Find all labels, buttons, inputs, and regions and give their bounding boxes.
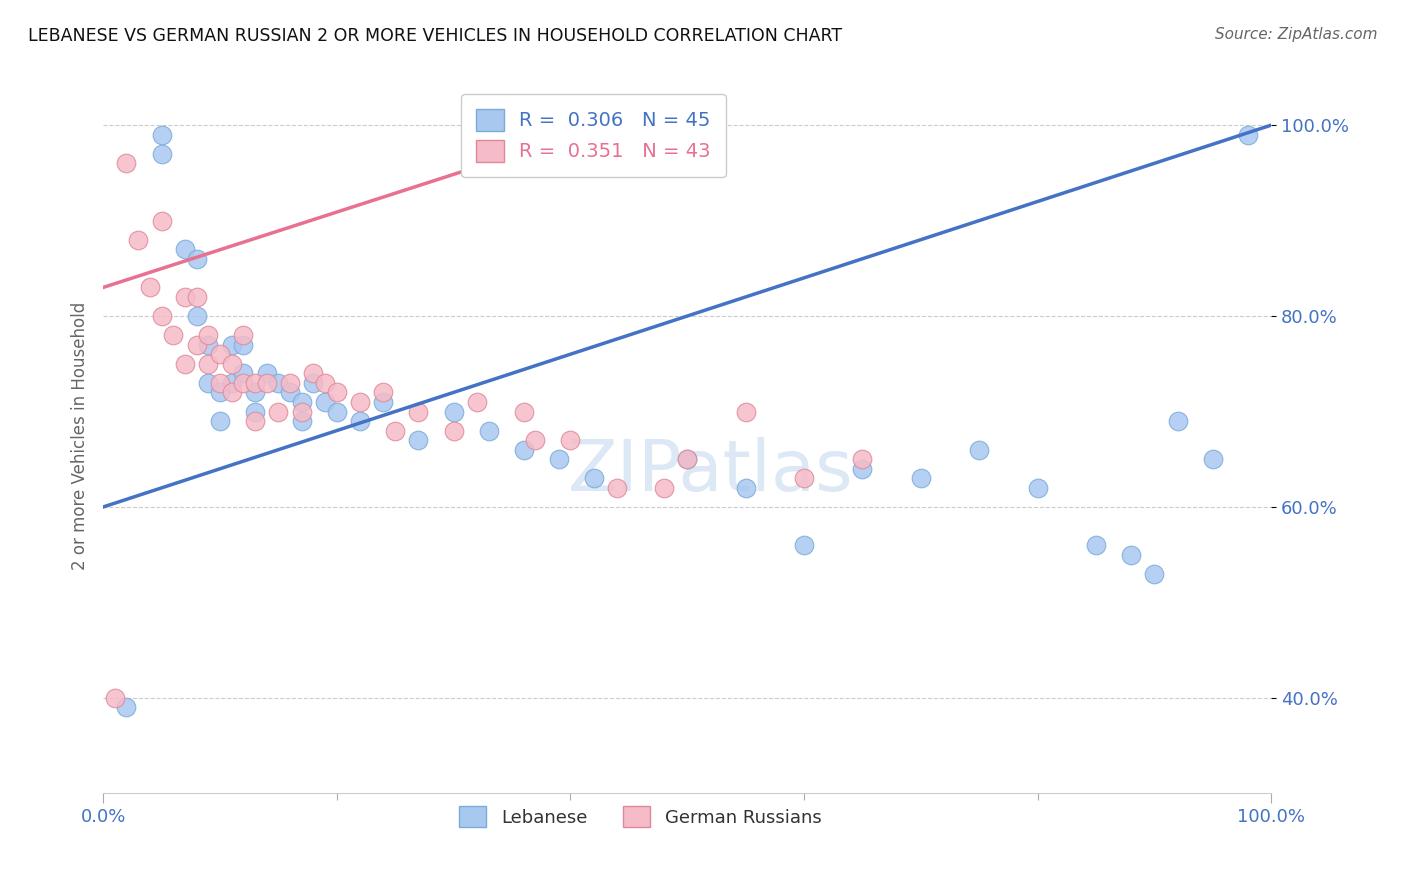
Point — [1202, 452, 1225, 467]
Point — [278, 385, 301, 400]
Point — [197, 376, 219, 390]
Point — [734, 404, 756, 418]
Point — [547, 452, 569, 467]
Text: ZIPatlas: ZIPatlas — [568, 437, 853, 506]
Point — [127, 233, 149, 247]
Point — [582, 471, 605, 485]
Point — [208, 376, 231, 390]
Point — [208, 347, 231, 361]
Point — [186, 290, 208, 304]
Point — [150, 128, 173, 142]
Point — [243, 376, 266, 390]
Point — [793, 471, 815, 485]
Point — [1119, 548, 1142, 562]
Point — [243, 404, 266, 418]
Point — [186, 309, 208, 323]
Point — [221, 376, 243, 390]
Point — [606, 481, 628, 495]
Text: LEBANESE VS GERMAN RUSSIAN 2 OR MORE VEHICLES IN HOUSEHOLD CORRELATION CHART: LEBANESE VS GERMAN RUSSIAN 2 OR MORE VEH… — [28, 27, 842, 45]
Point — [173, 242, 195, 256]
Point — [652, 481, 675, 495]
Point — [373, 395, 395, 409]
Point — [221, 337, 243, 351]
Point — [443, 424, 465, 438]
Point — [256, 376, 278, 390]
Point — [302, 367, 325, 381]
Point — [325, 404, 347, 418]
Point — [186, 337, 208, 351]
Point — [208, 385, 231, 400]
Point — [408, 433, 430, 447]
Point — [115, 156, 138, 170]
Point — [465, 395, 488, 409]
Point — [162, 328, 184, 343]
Point — [267, 376, 290, 390]
Point — [676, 452, 699, 467]
Point — [1167, 414, 1189, 428]
Point — [150, 146, 173, 161]
Point — [291, 414, 314, 428]
Point — [967, 442, 990, 457]
Point — [232, 328, 254, 343]
Point — [384, 424, 406, 438]
Point — [734, 481, 756, 495]
Point — [512, 404, 534, 418]
Point — [1026, 481, 1049, 495]
Point — [150, 213, 173, 227]
Point — [314, 376, 336, 390]
Point — [243, 385, 266, 400]
Point — [150, 309, 173, 323]
Point — [186, 252, 208, 266]
Point — [302, 376, 325, 390]
Point — [115, 700, 138, 714]
Point — [524, 433, 547, 447]
Point — [1143, 566, 1166, 581]
Point — [512, 442, 534, 457]
Point — [197, 337, 219, 351]
Point — [373, 385, 395, 400]
Point — [325, 385, 347, 400]
Point — [314, 395, 336, 409]
Point — [197, 357, 219, 371]
Point — [278, 376, 301, 390]
Point — [139, 280, 162, 294]
Point — [1236, 128, 1258, 142]
Point — [910, 471, 932, 485]
Point — [676, 452, 699, 467]
Point — [256, 367, 278, 381]
Point — [477, 424, 499, 438]
Point — [291, 395, 314, 409]
Point — [173, 357, 195, 371]
Point — [221, 357, 243, 371]
Legend: Lebanese, German Russians: Lebanese, German Russians — [451, 799, 828, 834]
Point — [173, 290, 195, 304]
Point — [851, 462, 873, 476]
Point — [560, 433, 582, 447]
Point — [349, 414, 371, 428]
Text: Source: ZipAtlas.com: Source: ZipAtlas.com — [1215, 27, 1378, 42]
Point — [243, 414, 266, 428]
Point — [197, 328, 219, 343]
Y-axis label: 2 or more Vehicles in Household: 2 or more Vehicles in Household — [72, 301, 89, 569]
Point — [408, 404, 430, 418]
Point — [349, 395, 371, 409]
Point — [291, 404, 314, 418]
Point — [208, 414, 231, 428]
Point — [232, 337, 254, 351]
Point — [793, 538, 815, 552]
Point — [443, 404, 465, 418]
Point — [851, 452, 873, 467]
Point — [1084, 538, 1107, 552]
Point — [221, 385, 243, 400]
Point — [104, 690, 127, 705]
Point — [232, 367, 254, 381]
Point — [232, 376, 254, 390]
Point — [267, 404, 290, 418]
